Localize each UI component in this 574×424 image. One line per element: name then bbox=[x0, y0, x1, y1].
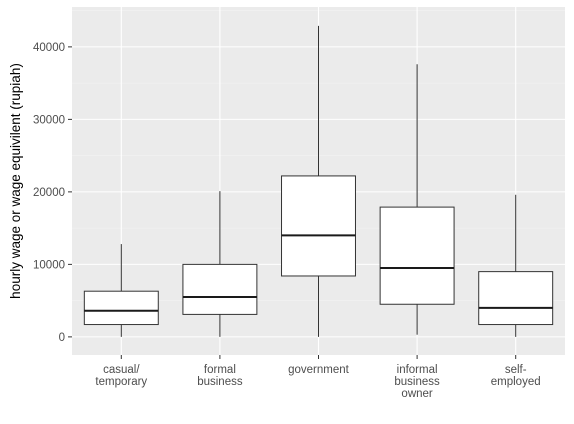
box-iqr bbox=[281, 175, 356, 277]
x-tick-label: self-employed bbox=[491, 364, 541, 388]
box-iqr bbox=[379, 206, 455, 305]
x-tick-label: government bbox=[288, 364, 350, 376]
y-axis-title: hourly wage or wage equivilent (rupiah) bbox=[8, 63, 23, 299]
x-axis-ticks: casual/temporary formal business government… bbox=[95, 355, 541, 400]
x-tick-label: informal business owner bbox=[394, 364, 440, 400]
y-tick-label: 20000 bbox=[33, 187, 65, 199]
y-tick-label: 0 bbox=[59, 332, 65, 344]
y-tick-label: 10000 bbox=[33, 259, 65, 271]
box-iqr bbox=[182, 263, 258, 315]
box-1 bbox=[182, 191, 258, 337]
box-2 bbox=[281, 25, 356, 337]
boxes bbox=[83, 25, 554, 337]
box-0 bbox=[83, 244, 159, 337]
box-iqr bbox=[83, 290, 159, 326]
box-iqr bbox=[478, 271, 554, 326]
x-tick-label: casual/temporary bbox=[95, 364, 147, 388]
y-tick-label: 30000 bbox=[33, 114, 65, 126]
box-4 bbox=[478, 194, 554, 337]
y-axis-ticks: 0 10000 20000 30000 40000 bbox=[33, 42, 72, 344]
x-tick-label: formal business bbox=[197, 364, 243, 388]
box-3 bbox=[379, 64, 455, 335]
y-tick-label: 40000 bbox=[33, 42, 65, 54]
